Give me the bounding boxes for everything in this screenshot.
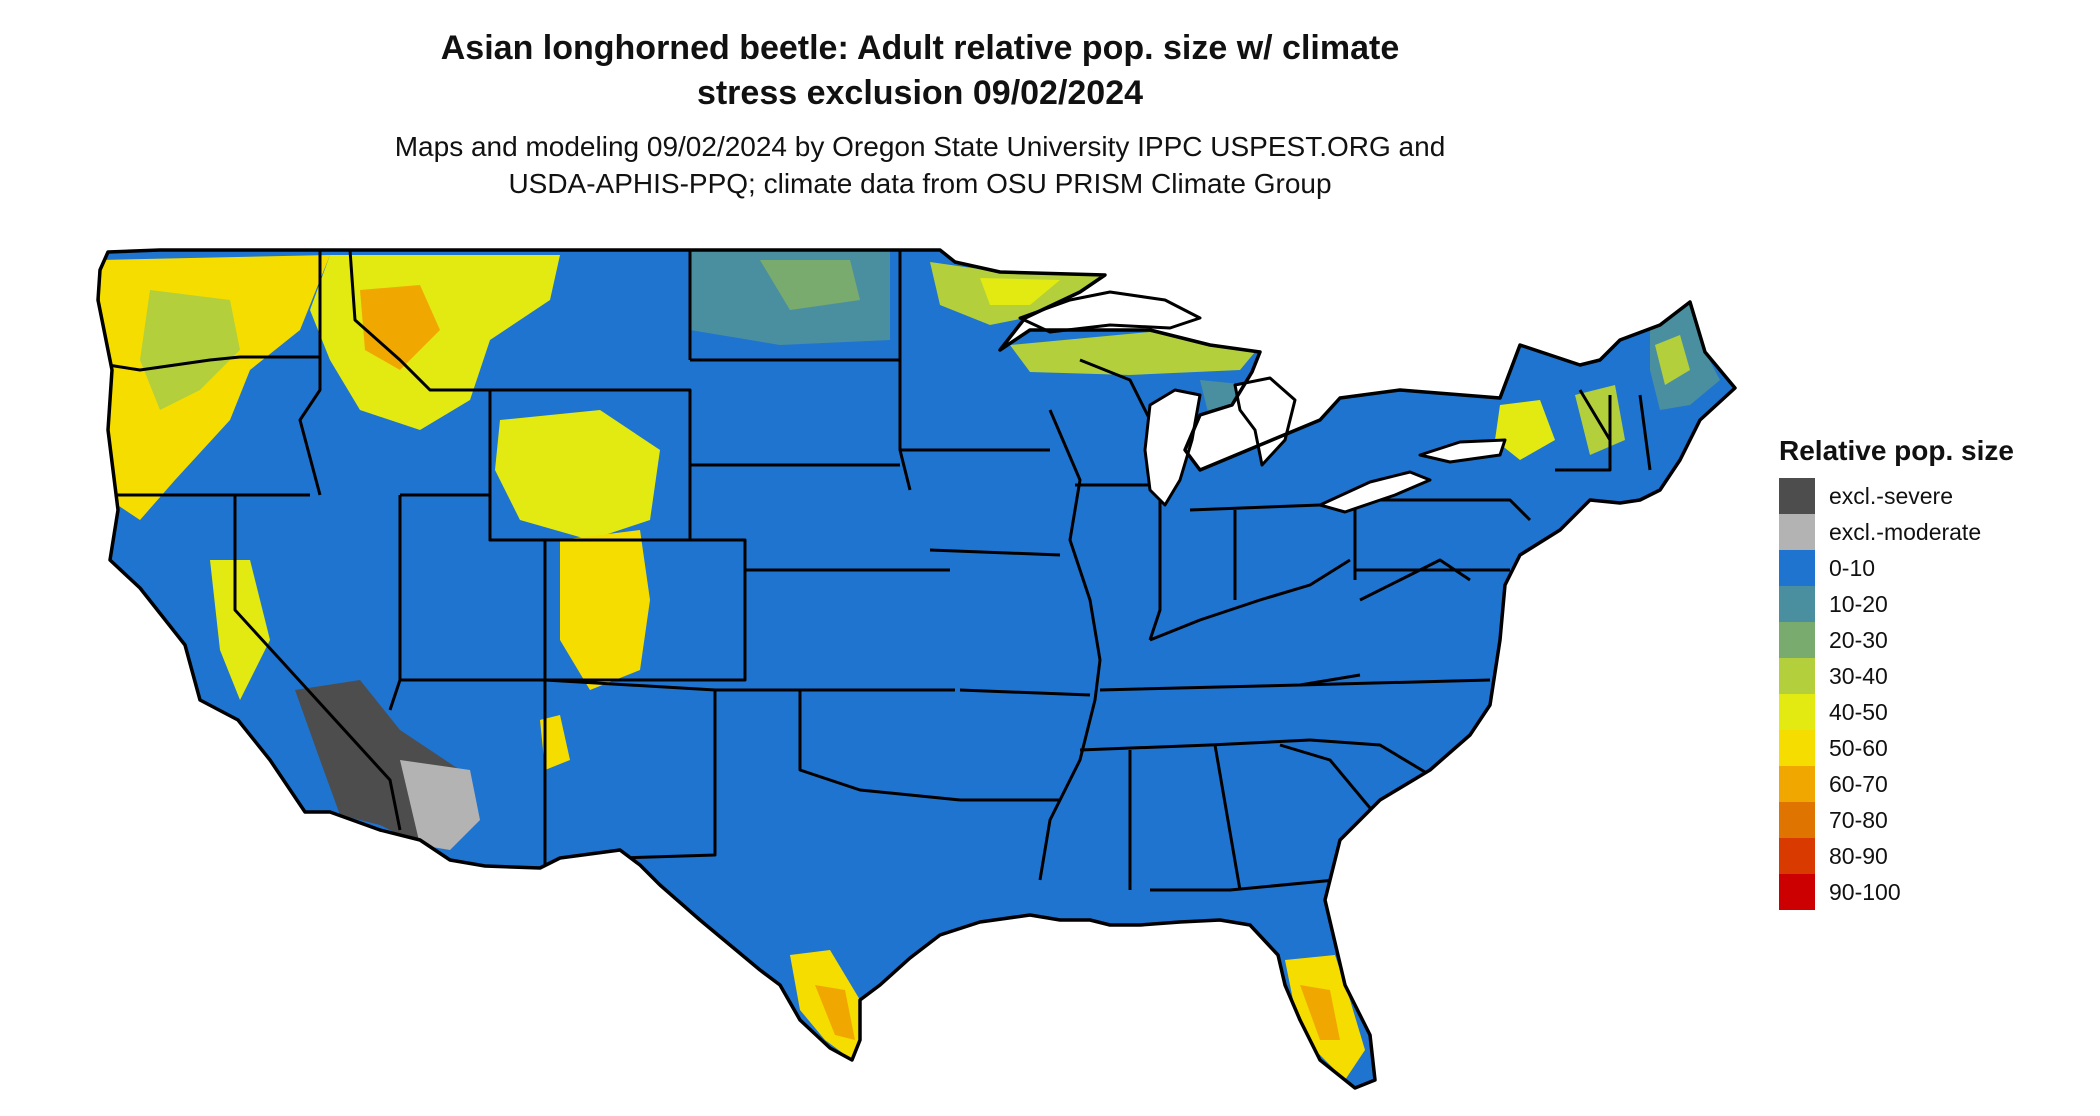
great-lakes bbox=[1018, 290, 1507, 514]
boundary-oklahoma-texas bbox=[798, 690, 961, 802]
boundary-new-england bbox=[1555, 389, 1652, 472]
legend-item: 40-50 bbox=[1779, 694, 2014, 730]
legend-label: 20-30 bbox=[1829, 626, 1888, 653]
legend-label: 30-40 bbox=[1829, 662, 1888, 689]
boundary-illinois-indiana bbox=[1148, 485, 1162, 641]
boundary-alabama-georgia bbox=[1213, 744, 1242, 891]
legend-swatch bbox=[1779, 550, 1815, 586]
legend-items: excl.-severe excl.-moderate 0-10 10-20 20-30… bbox=[1779, 478, 2014, 910]
boundary-carolinas bbox=[1309, 738, 1431, 777]
lake-erie bbox=[1318, 470, 1432, 514]
legend-label: 60-70 bbox=[1829, 770, 1888, 797]
legend-label: 40-50 bbox=[1829, 698, 1888, 725]
us-map bbox=[96, 248, 1737, 1090]
map-region-wyoming-mountains bbox=[495, 410, 660, 540]
map-region-pacific-northwest-moderate bbox=[140, 290, 240, 410]
legend-swatch bbox=[1779, 802, 1815, 838]
map-raster bbox=[98, 250, 1735, 1088]
legend-label: 90-100 bbox=[1829, 878, 1901, 905]
map-region-arizona-highlands bbox=[540, 715, 570, 770]
legend-label: 50-60 bbox=[1829, 734, 1888, 761]
boundary-montana-idaho bbox=[348, 250, 490, 392]
boundary-missouri-arkansas bbox=[959, 688, 1091, 697]
legend-label: 80-90 bbox=[1829, 842, 1888, 869]
legend-title: Relative pop. size bbox=[1779, 435, 2014, 466]
boundary-idaho-west bbox=[298, 250, 322, 496]
map-region-desert-moderate-exclusion bbox=[400, 760, 480, 850]
map-title-line-1: Asian longhorned beetle: Adult relative … bbox=[440, 29, 1400, 67]
legend-swatch bbox=[1779, 478, 1815, 514]
legend-item: 20-30 bbox=[1779, 622, 2014, 658]
us-outline bbox=[96, 248, 1737, 1090]
map-region-upper-peninsula bbox=[1010, 332, 1255, 375]
legend-swatch bbox=[1779, 766, 1815, 802]
legend-item: 60-70 bbox=[1779, 766, 2014, 802]
lake-huron bbox=[1233, 376, 1297, 467]
boundary-georgia-south-carolina bbox=[1279, 743, 1382, 821]
legend-item: 50-60 bbox=[1779, 730, 2014, 766]
boundary-pennsylvania-new-york bbox=[1355, 498, 1532, 522]
map-region-northern-rockies-hotspots bbox=[360, 285, 440, 370]
legend-label: excl.-severe bbox=[1829, 482, 1953, 509]
legend-item: excl.-moderate bbox=[1779, 514, 2014, 550]
legend-item: 0-10 bbox=[1779, 550, 2014, 586]
legend-item: 90-100 bbox=[1779, 874, 2014, 910]
legend-item: excl.-severe bbox=[1779, 478, 2014, 514]
boundary-iowa-missouri bbox=[929, 548, 1061, 557]
legend-label: 0-10 bbox=[1829, 554, 1876, 581]
boundary-tennessee-south bbox=[1079, 738, 1311, 752]
lake-michigan bbox=[1143, 388, 1202, 507]
map-region-minnesota-arrowhead-warm bbox=[980, 278, 1060, 305]
legend-swatch bbox=[1779, 838, 1815, 874]
boundary-washington-oregon bbox=[107, 355, 320, 372]
boundary-utah-colorado bbox=[400, 493, 547, 680]
map-region-south-florida-hot bbox=[1300, 985, 1340, 1040]
legend-label: excl.-moderate bbox=[1829, 518, 1982, 545]
boundary-new-mexico-texas bbox=[544, 678, 717, 860]
map-region-north-dakota-moderate bbox=[760, 260, 860, 310]
legend-swatch bbox=[1779, 730, 1815, 766]
boundary-west-virginia-virginia bbox=[1359, 558, 1471, 602]
map-region-south-texas-hot bbox=[815, 985, 855, 1040]
legend-swatch bbox=[1779, 586, 1815, 622]
map-subtitle-line-2: USDA-APHIS-PPQ; climate data from OSU PR… bbox=[508, 168, 1332, 199]
boundary-colorado bbox=[545, 538, 747, 682]
map-title-line-2: stress exclusion 09/02/2024 bbox=[696, 74, 1144, 112]
legend-label: 10-20 bbox=[1829, 590, 1888, 617]
legend-item: 70-80 bbox=[1779, 802, 2014, 838]
state-boundaries bbox=[107, 250, 1652, 892]
boundary-georgia-florida bbox=[1150, 878, 1336, 892]
lake-ontario bbox=[1418, 438, 1507, 464]
map-region-sierra-nevada bbox=[210, 560, 270, 700]
legend-swatch bbox=[1779, 694, 1815, 730]
map-legend: Relative pop. size excl.-severe excl.-mod… bbox=[1779, 434, 2014, 910]
legend-item: 80-90 bbox=[1779, 838, 2014, 874]
map-subtitle-line-1: Maps and modeling 09/02/2024 by Oregon S… bbox=[394, 131, 1446, 162]
map-subtitle: Maps and modeling 09/02/2024 by Oregon S… bbox=[0, 128, 1840, 202]
legend-label: 70-80 bbox=[1829, 806, 1888, 833]
legend-swatch bbox=[1779, 874, 1815, 910]
boundary-wisconsin-michigan bbox=[1079, 358, 1152, 421]
map-region-adirondacks bbox=[1495, 400, 1555, 460]
legend-item: 30-40 bbox=[1779, 658, 2014, 694]
boundary-nevada-california bbox=[233, 495, 402, 831]
legend-swatch bbox=[1779, 658, 1815, 694]
boundary-virginia-north-carolina bbox=[1299, 678, 1491, 687]
map-title: Asian longhorned beetle: Adult relative … bbox=[0, 26, 1840, 116]
boundary-ohio-river bbox=[1149, 558, 1351, 642]
legend-swatch bbox=[1779, 514, 1815, 550]
legend-swatch bbox=[1779, 622, 1815, 658]
map-region-maine-warm bbox=[1655, 335, 1690, 385]
map-region-colorado-rockies bbox=[560, 530, 650, 690]
legend-item: 10-20 bbox=[1779, 586, 2014, 622]
boundary-michigan-ohio bbox=[1189, 503, 1321, 512]
